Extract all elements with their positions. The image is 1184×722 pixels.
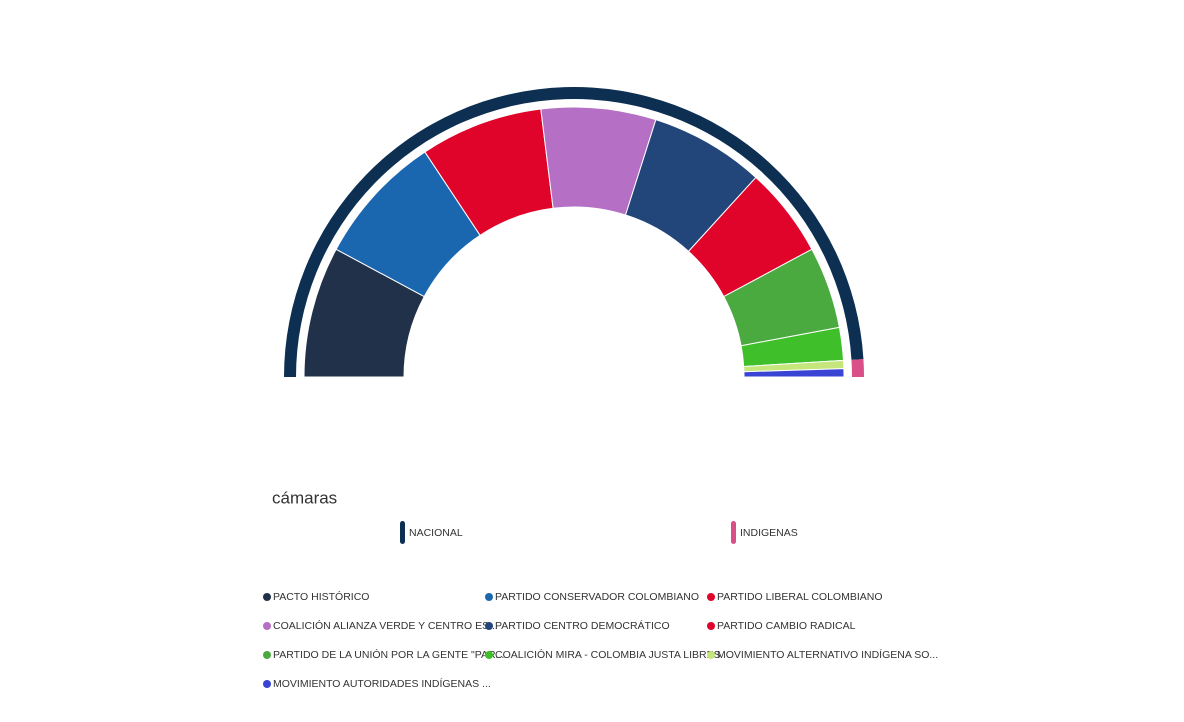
legend-label: PARTIDO DE LA UNIÓN POR LA GENTE "PAR... (273, 648, 504, 661)
slice (743, 368, 845, 378)
legend-label: NACIONAL (409, 527, 463, 539)
legend-dot (485, 622, 493, 630)
legend-label: COALICIÓN MIRA - COLOMBIA JUSTA LIBRES (495, 648, 721, 661)
legend-label: MOVIMIENTO ALTERNATIVO INDÍGENA SO... (717, 648, 938, 661)
legend-swatch (400, 521, 405, 544)
legend-dot (263, 593, 271, 601)
slice (851, 359, 864, 377)
chart-title: cámaras (272, 488, 337, 507)
legend-dot (707, 593, 715, 601)
legend-dot (707, 651, 715, 659)
legend-dot (263, 651, 271, 659)
legend-label: PARTIDO CENTRO DEMOCRÁTICO (495, 619, 670, 632)
legend-label: PARTIDO CAMBIO RADICAL (717, 620, 856, 632)
legend-dot (485, 593, 493, 601)
legend-label: MOVIMIENTO AUTORIDADES INDÍGENAS ... (273, 677, 491, 690)
legend-label: PARTIDO CONSERVADOR COLOMBIANO (495, 591, 699, 603)
legend-dot (707, 622, 715, 630)
legend-label: PACTO HISTÓRICO (273, 590, 369, 603)
legend-dot (263, 680, 271, 688)
legend-dot (485, 651, 493, 659)
legend-label: PARTIDO LIBERAL COLOMBIANO (717, 591, 883, 603)
legend-swatch (731, 521, 736, 544)
legend-label: INDIGENAS (740, 527, 798, 539)
legend-label: COALICIÓN ALIANZA VERDE Y CENTRO ES... (273, 619, 498, 632)
legend-dot (263, 622, 271, 630)
